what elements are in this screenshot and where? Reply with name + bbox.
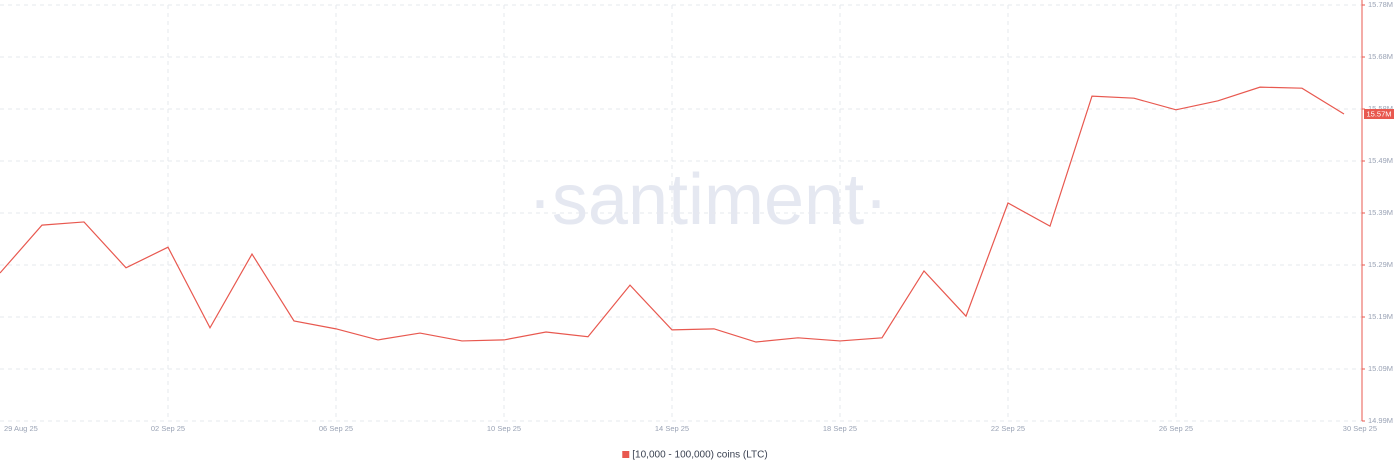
y-tick-label: 14.99M: [1368, 416, 1393, 425]
x-tick-label: 06 Sep 25: [319, 424, 353, 433]
y-tick-label: 15.78M: [1368, 0, 1393, 9]
y-tick-label: 15.29M: [1368, 260, 1393, 269]
x-tick-label: 26 Sep 25: [1159, 424, 1193, 433]
x-tick-label: 22 Sep 25: [991, 424, 1025, 433]
watermark: ·santiment·: [528, 160, 888, 240]
x-tick-label: 14 Sep 25: [655, 424, 689, 433]
y-tick-label: 15.58M: [1368, 104, 1393, 113]
x-tick-label: 30 Sep 25: [1343, 424, 1377, 433]
legend-item: [10,000 - 100,000) coins (LTC): [622, 450, 768, 461]
legend-label: [10,000 - 100,000) coins (LTC): [632, 450, 767, 461]
y-tick-label: 15.49M: [1368, 156, 1393, 165]
y-tick-label: 15.19M: [1368, 312, 1393, 321]
x-tick-label: 29 Aug 25: [4, 424, 38, 433]
y-tick-label: 15.39M: [1368, 208, 1393, 217]
x-tick-label: 10 Sep 25: [487, 424, 521, 433]
y-tick-label: 15.68M: [1368, 52, 1393, 61]
last-value-label: 15.57M: [1366, 109, 1391, 118]
series-line: [0, 86, 1345, 343]
x-tick-label: 18 Sep 25: [823, 424, 857, 433]
legend-swatch: [622, 451, 630, 458]
y-tick-label: 15.09M: [1368, 364, 1393, 373]
x-tick-label: 02 Sep 25: [151, 424, 185, 433]
last-value-badge: [1364, 109, 1394, 120]
